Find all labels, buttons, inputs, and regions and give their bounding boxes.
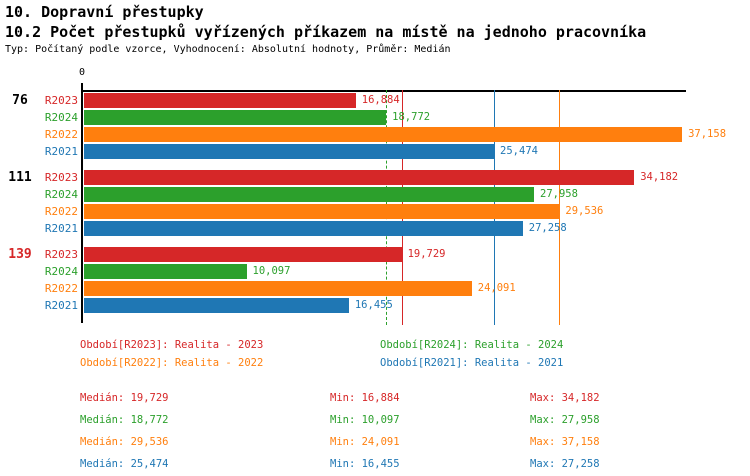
- series-label-R2021: R2021: [44, 222, 78, 235]
- legend-item-R2022: Období[R2022]: Realita - 2022: [80, 357, 264, 369]
- bar-R2024: [84, 264, 247, 279]
- bar-value-label: 27,958: [540, 188, 578, 200]
- y-axis-line: [81, 83, 83, 323]
- series-label-R2023: R2023: [44, 248, 78, 261]
- stat-median-R2024: Medián: 18,772: [80, 414, 169, 426]
- series-label-R2024: R2024: [44, 265, 78, 278]
- series-label-R2021: R2021: [44, 299, 78, 312]
- stat-median-R2022: Medián: 29,536: [80, 436, 169, 448]
- stat-median-R2023: Medián: 19,729: [80, 392, 169, 404]
- stat-median-R2021: Medián: 25,474: [80, 458, 169, 470]
- bar-value-label: 29,536: [565, 205, 604, 217]
- stat-min-R2021: Min: 16,455: [330, 458, 400, 470]
- series-label-R2023: R2023: [44, 94, 78, 107]
- bar-value-label: 16,455: [354, 299, 393, 311]
- series-label-R2022: R2022: [44, 128, 78, 141]
- bar-R2022: [84, 281, 472, 296]
- median-line-R2022: [559, 90, 561, 325]
- series-label-R2022: R2022: [44, 205, 78, 218]
- series-label-R2023: R2023: [44, 171, 78, 184]
- stat-min-R2024: Min: 10,097: [330, 414, 400, 426]
- legend-item-R2021: Období[R2021]: Realita - 2021: [380, 357, 564, 369]
- x-axis-line: [81, 90, 686, 92]
- chart-subtitle: 10.2 Počet přestupků vyřízených příkazem…: [5, 23, 647, 41]
- bar-R2023: [84, 93, 356, 108]
- bar-value-label: 18,772: [392, 111, 431, 123]
- bar-R2023: [84, 170, 635, 185]
- series-label-R2024: R2024: [44, 188, 78, 201]
- bar-value-label: 10,097: [252, 265, 291, 277]
- plot-area: 16,884 18,772 37,158 25,474 34,182 27,958 29,5…: [84, 90, 726, 325]
- bar-R2022: [84, 204, 560, 219]
- stat-min-R2023: Min: 16,884: [330, 392, 400, 404]
- group-label: 76: [12, 93, 28, 108]
- bar-value-label: 34,182: [640, 171, 679, 183]
- bar-value-label: 37,158: [688, 128, 727, 140]
- stat-max-R2024: Max: 27,958: [530, 414, 600, 426]
- bar-value-label: 16,884: [361, 94, 400, 106]
- series-label-R2021: R2021: [44, 145, 78, 158]
- bar-value-label: 19,729: [407, 248, 446, 260]
- group-label: 111: [8, 170, 32, 185]
- series-label-R2024: R2024: [44, 111, 78, 124]
- stat-max-R2022: Max: 37,158: [530, 436, 600, 448]
- stat-max-R2021: Max: 27,258: [530, 458, 600, 470]
- series-label-R2022: R2022: [44, 282, 78, 295]
- bar-value-label: 25,474: [500, 145, 538, 157]
- bar-R2024: [84, 110, 387, 125]
- stat-min-R2022: Min: 24,091: [330, 436, 400, 448]
- x-axis-origin-label: 0: [78, 67, 86, 78]
- bar-R2021: [84, 221, 523, 236]
- legend-item-R2024: Období[R2024]: Realita - 2024: [380, 339, 564, 351]
- bar-R2022: [84, 127, 683, 142]
- bar-R2024: [84, 187, 535, 202]
- bar-value-label: 27,258: [528, 222, 567, 234]
- bar-R2023: [84, 247, 402, 262]
- chart-title: 10. Dopravní přestupky: [5, 3, 204, 21]
- legend-item-R2023: Období[R2023]: Realita - 2023: [80, 339, 264, 351]
- chart-meta-line: Typ: Počítaný podle vzorce, Vyhodnocení:…: [5, 44, 451, 55]
- bar-value-label: 24,091: [477, 282, 516, 294]
- bar-R2021: [84, 298, 349, 313]
- group-label: 139: [8, 247, 32, 262]
- bar-R2021: [84, 144, 495, 159]
- stat-max-R2023: Max: 34,182: [530, 392, 600, 404]
